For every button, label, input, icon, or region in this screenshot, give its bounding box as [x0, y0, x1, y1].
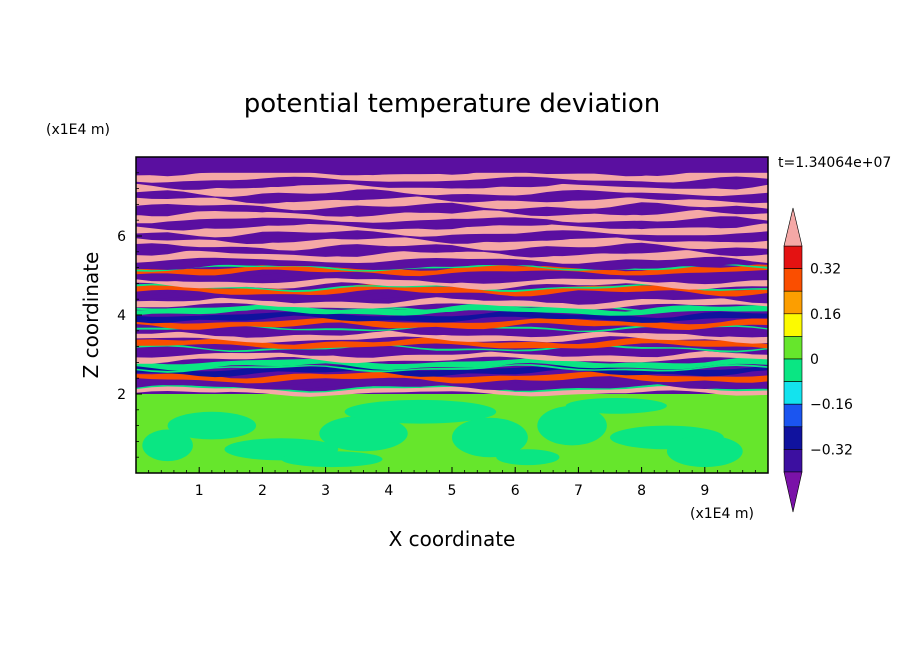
- lower-layer-blob: [496, 449, 560, 466]
- y-tick-label: 2: [117, 387, 126, 403]
- lower-layer-blob: [167, 411, 257, 440]
- colorbar-segment: [783, 426, 803, 450]
- colorbar-tick-label: 0.16: [810, 307, 841, 323]
- x-unit-label: (x1E4 m): [690, 506, 754, 522]
- colorbar-segment: [783, 358, 803, 382]
- colorbar-segment: [783, 336, 803, 360]
- y-axis: 2 4 6: [117, 172, 142, 458]
- top-band: [136, 157, 768, 173]
- colorbar-segment: [783, 381, 803, 405]
- x-tick-label: 4: [384, 483, 393, 499]
- contour-band: [136, 304, 768, 313]
- x-tick-label: 2: [258, 483, 267, 499]
- stratified-bands: [136, 157, 768, 397]
- colorbar-tick-label: −0.32: [810, 442, 853, 458]
- lower-layer-blob: [537, 405, 607, 446]
- contour-band: [136, 195, 768, 211]
- contour-band: [136, 263, 768, 277]
- contour-band: [136, 324, 768, 337]
- contour-band: [136, 357, 768, 371]
- x-axis-title: X coordinate: [389, 527, 516, 551]
- contour-band: [136, 310, 768, 324]
- contour-band: [136, 330, 768, 344]
- x-tick-label: 5: [448, 483, 457, 499]
- contour-band: [136, 215, 768, 231]
- x-tick-label: 8: [637, 483, 646, 499]
- lower-layer-blob: [344, 399, 497, 424]
- colorbar-tick-label: −0.16: [810, 397, 853, 413]
- contour-band: [136, 337, 768, 350]
- plot-area: [136, 157, 768, 473]
- lower-layer-blob: [142, 429, 193, 462]
- y-unit-label: (x1E4 m): [46, 122, 110, 138]
- colorbar-segment: [783, 290, 803, 315]
- contour-band: [136, 364, 768, 373]
- contour-band: [136, 365, 768, 378]
- x-tick-label: 7: [574, 483, 583, 499]
- lower-layer-blobs: [136, 394, 768, 473]
- colorbar-segment: [783, 313, 803, 337]
- lower-layer-blob: [565, 397, 667, 414]
- x-tick-label: 3: [321, 483, 330, 499]
- contour-band: [136, 277, 768, 290]
- x-tick-label: 9: [700, 483, 709, 499]
- contour-band: [136, 384, 768, 397]
- colorbar: 0.32 0.16 0 −0.16 −0.32: [783, 207, 853, 513]
- colorbar-lower-extend: [783, 471, 803, 513]
- y-tick-label: 4: [117, 308, 126, 324]
- contour-band: [136, 323, 768, 333]
- x-tick-label: 6: [511, 483, 520, 499]
- contour-band: [136, 188, 768, 204]
- colorbar-upper-extend: [783, 207, 803, 247]
- colorbar-segment: [783, 245, 803, 269]
- contour-band: [136, 290, 768, 304]
- colorbar-tick-label: 0: [810, 352, 819, 368]
- contour-band: [136, 317, 768, 330]
- lower-layer-blob: [666, 435, 743, 468]
- x-tick-label: 1: [195, 483, 204, 499]
- time-label: t=1.34064e+07: [778, 155, 891, 171]
- colorbar-segment: [783, 449, 803, 473]
- colorbar-segment: [783, 403, 803, 428]
- lower-layer-blob: [452, 417, 528, 458]
- contour-band: [136, 384, 768, 393]
- chart-title: potential temperature deviation: [244, 89, 660, 119]
- contour-band: [136, 255, 768, 271]
- contour-band: [136, 242, 768, 258]
- y-tick-label: 6: [117, 229, 126, 245]
- y-axis-title: Z coordinate: [79, 252, 103, 379]
- contour-band: [136, 202, 768, 217]
- x-axis: 1 2 3 4 5 6 7 8 9: [148, 467, 769, 499]
- colorbar-segment: [783, 268, 803, 292]
- contour-band: [136, 174, 768, 190]
- lower-layer-blob: [319, 415, 408, 452]
- colorbar-tick-label: 0.32: [810, 262, 841, 278]
- contour-band: [136, 377, 768, 391]
- lower-layer-blob: [281, 451, 383, 468]
- contour-band: [136, 297, 768, 310]
- contour-band: [136, 371, 768, 384]
